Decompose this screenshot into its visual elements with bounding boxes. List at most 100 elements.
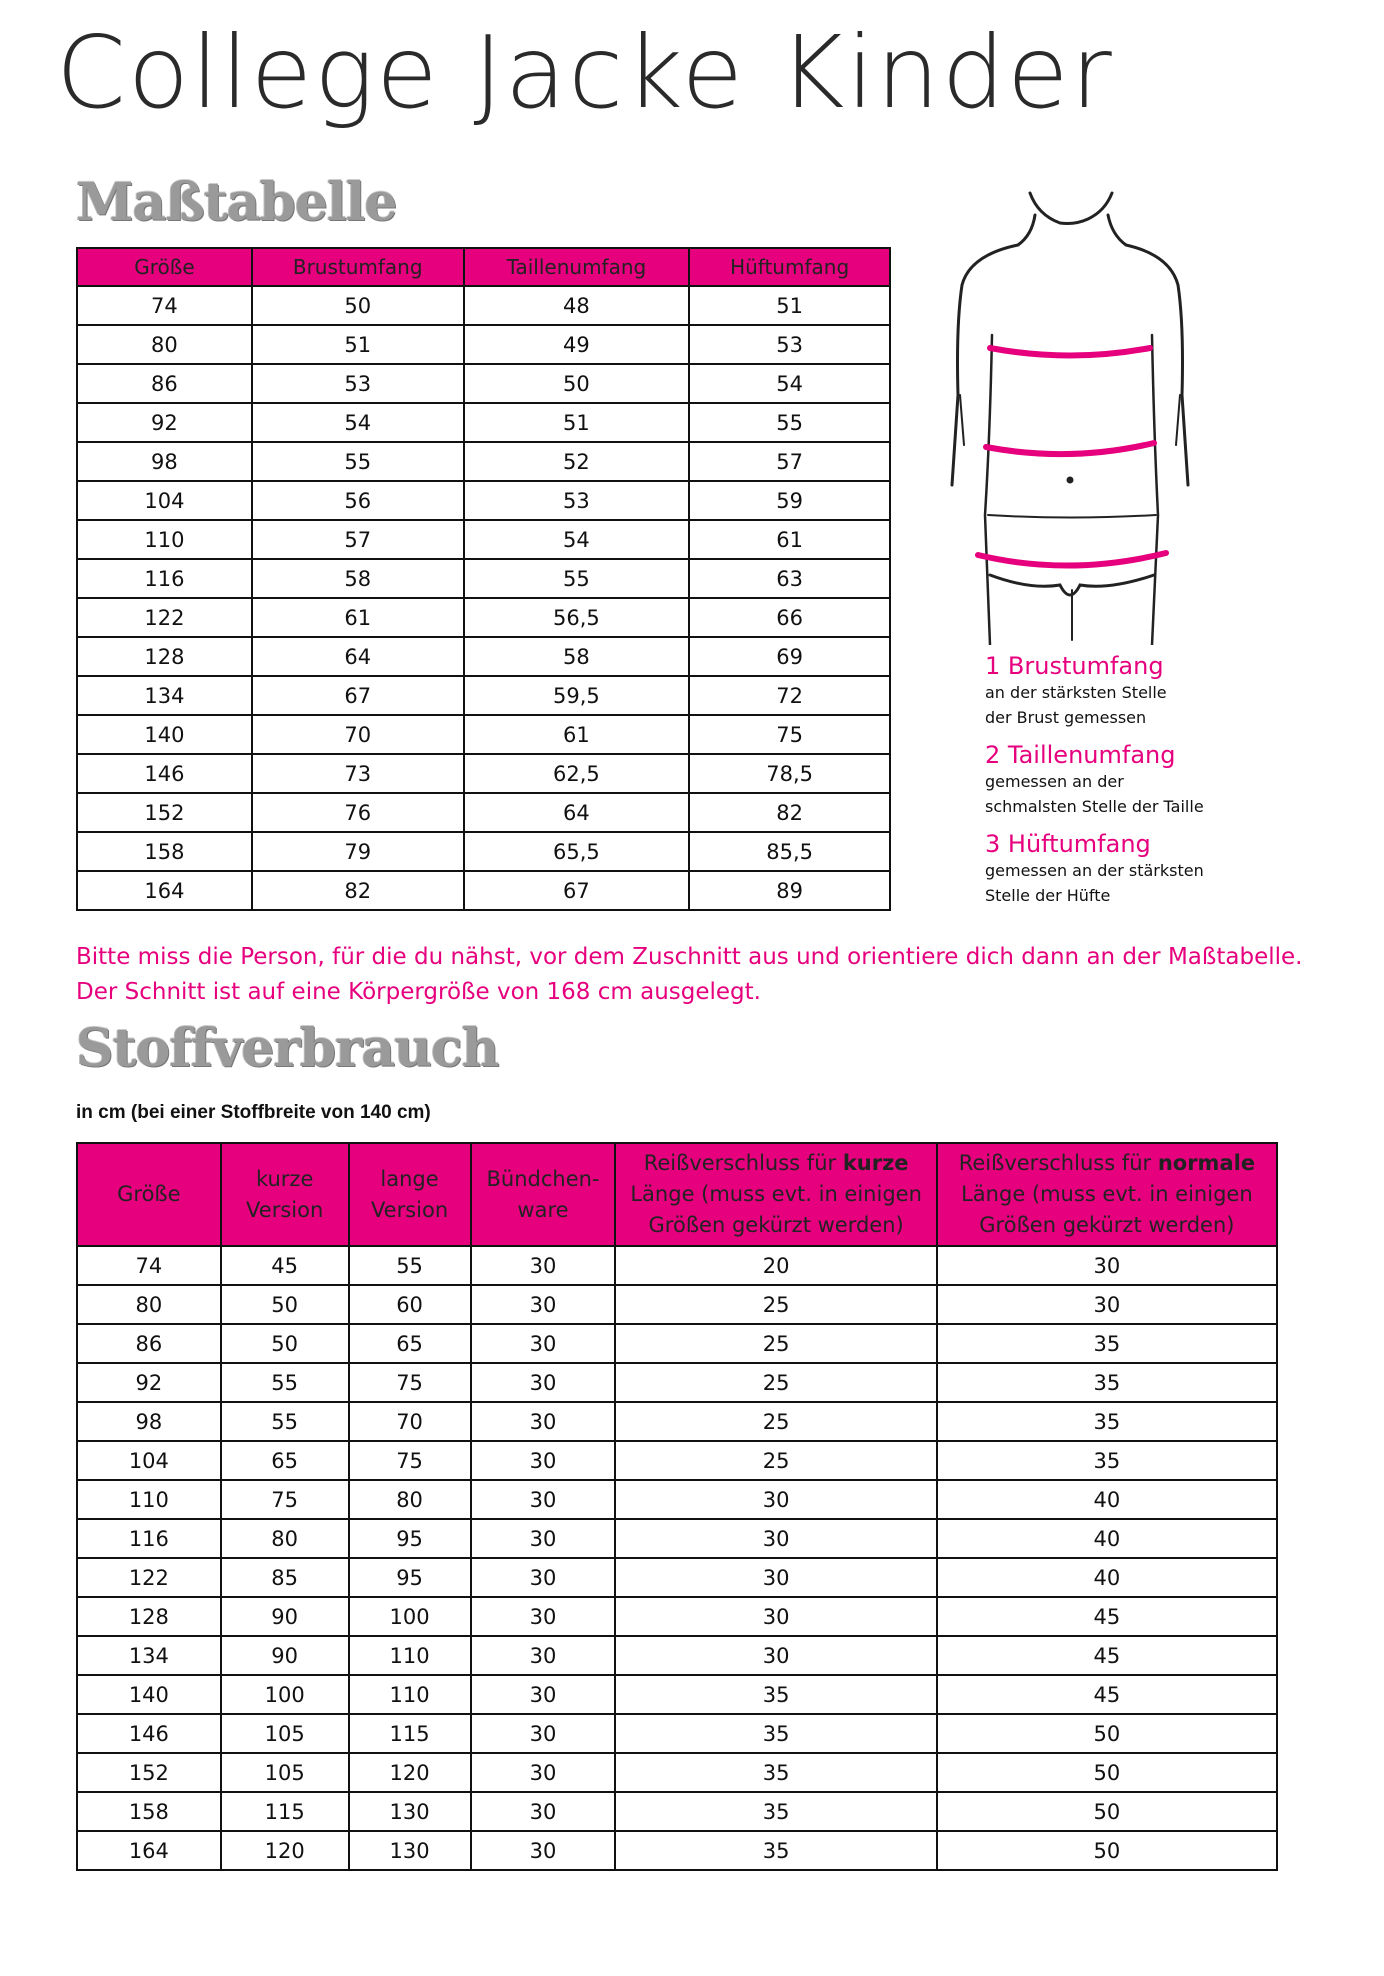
table-cell: 82 xyxy=(688,792,891,833)
table-row: 86 50 65 30 25 35 xyxy=(76,1323,1279,1364)
table-cell: 100 xyxy=(219,1674,350,1715)
table-cell: 35 xyxy=(614,1674,938,1715)
table-cell: 110 xyxy=(347,1635,472,1676)
table-cell: 61 xyxy=(688,519,891,560)
table-cell: 85 xyxy=(219,1557,350,1598)
header-text: Länge (muss evt. in einigen Größen gekür… xyxy=(630,1182,922,1237)
table-cell: 140 xyxy=(76,1674,222,1715)
table-cell: 30 xyxy=(469,1362,617,1403)
table-cell: 104 xyxy=(76,1440,222,1481)
table-cell: 122 xyxy=(76,1557,222,1598)
table-cell: 30 xyxy=(469,1245,617,1286)
table-cell: 45 xyxy=(935,1635,1279,1676)
header-text: kurze Version xyxy=(246,1166,324,1222)
table-cell: 69 xyxy=(688,636,891,677)
table-cell: 30 xyxy=(935,1245,1279,1286)
table-cell: 30 xyxy=(614,1596,938,1637)
column-header: Reißverschluss für normale Länge (muss e… xyxy=(935,1142,1279,1247)
chest-measure-line xyxy=(987,345,1153,359)
table-cell: 152 xyxy=(76,1752,222,1793)
table-cell: 72 xyxy=(688,675,891,716)
table-cell: 50 xyxy=(219,1323,350,1364)
table-cell: 115 xyxy=(347,1713,472,1754)
table-cell: 20 xyxy=(614,1245,938,1286)
table-cell: 57 xyxy=(250,519,465,560)
legend-desc: gemessen an der stärksten Stelle der Hüf… xyxy=(985,861,1204,905)
table-cell: 51 xyxy=(250,324,465,365)
table-cell: 30 xyxy=(614,1518,938,1559)
table-cell: 98 xyxy=(76,1401,222,1442)
table-cell: 59 xyxy=(688,480,891,521)
table-row: 158 79 65,5 85,5 xyxy=(76,831,891,872)
table-cell: 52 xyxy=(462,441,691,482)
table-cell: 146 xyxy=(76,1713,222,1754)
table-cell: 74 xyxy=(76,285,253,326)
table-cell: 79 xyxy=(250,831,465,872)
table-cell: 80 xyxy=(219,1518,350,1559)
table-cell: 120 xyxy=(219,1830,350,1871)
header-bold-text: normale xyxy=(1157,1151,1256,1175)
table-cell: 35 xyxy=(614,1791,938,1832)
legend-desc: gemessen an der schmalsten Stelle der Ta… xyxy=(985,772,1204,816)
legend-title: 1 Brustumfang xyxy=(985,652,1164,680)
table-row: 158 115 130 30 35 50 xyxy=(76,1791,1279,1832)
table-cell: 75 xyxy=(347,1362,472,1403)
table-cell: 128 xyxy=(76,636,253,677)
table-cell: 55 xyxy=(250,441,465,482)
note-line: Bitte miss die Person, für die du nähst,… xyxy=(76,944,1303,970)
table-row: 98 55 70 30 25 35 xyxy=(76,1401,1279,1442)
table-cell: 25 xyxy=(614,1284,938,1325)
column-header: Hüftumfang xyxy=(688,247,891,287)
table-cell: 40 xyxy=(935,1479,1279,1520)
table-cell: 130 xyxy=(347,1830,472,1871)
table-cell: 164 xyxy=(76,870,253,911)
table-cell: 120 xyxy=(347,1752,472,1793)
table-cell: 128 xyxy=(76,1596,222,1637)
table-cell: 90 xyxy=(219,1596,350,1637)
table-row: 92 55 75 30 25 35 xyxy=(76,1362,1279,1403)
table-cell: 56,5 xyxy=(462,597,691,638)
table-row: 104 65 75 30 25 35 xyxy=(76,1440,1279,1481)
table-row: 98 55 52 57 xyxy=(76,441,891,482)
table-cell: 122 xyxy=(76,597,253,638)
table-cell: 45 xyxy=(219,1245,350,1286)
table-cell: 30 xyxy=(469,1596,617,1637)
table-cell: 55 xyxy=(347,1245,472,1286)
column-header: lange Version xyxy=(347,1142,472,1247)
column-header: Größe xyxy=(76,1142,222,1247)
table-cell: 53 xyxy=(250,363,465,404)
table-cell: 67 xyxy=(250,675,465,716)
table-cell: 130 xyxy=(347,1791,472,1832)
table-cell: 164 xyxy=(76,1830,222,1871)
table-cell: 50 xyxy=(250,285,465,326)
table-row: 86 53 50 54 xyxy=(76,363,891,404)
size-chart-heading: Maßtabelle xyxy=(76,172,398,233)
fabric-usage-table: Größe kurze Version lange Version Bündchen-… xyxy=(76,1142,1279,1871)
table-cell: 92 xyxy=(76,402,253,443)
table-cell: 30 xyxy=(469,1830,617,1871)
table-row: 116 58 55 63 xyxy=(76,558,891,599)
table-row: 80 50 60 30 25 30 xyxy=(76,1284,1279,1325)
table-cell: 35 xyxy=(935,1362,1279,1403)
table-cell: 35 xyxy=(935,1440,1279,1481)
table-cell: 80 xyxy=(76,324,253,365)
table-cell: 65 xyxy=(219,1440,350,1481)
column-header: Bündchen-ware xyxy=(469,1142,617,1247)
table-row: 80 51 49 53 xyxy=(76,324,891,365)
table-cell: 61 xyxy=(462,714,691,755)
table-cell: 50 xyxy=(935,1752,1279,1793)
legend-chest: 1 Brustumfang an der stärksten Stelle de… xyxy=(985,652,1167,730)
table-cell: 30 xyxy=(469,1752,617,1793)
table-cell: 30 xyxy=(469,1323,617,1364)
table-cell: 76 xyxy=(250,792,465,833)
table-cell: 50 xyxy=(935,1791,1279,1832)
table-cell: 110 xyxy=(76,1479,222,1520)
table-cell: 152 xyxy=(76,792,253,833)
table-cell: 54 xyxy=(462,519,691,560)
table-cell: 30 xyxy=(469,1674,617,1715)
table-cell: 30 xyxy=(935,1284,1279,1325)
table-row: 92 54 51 55 xyxy=(76,402,891,443)
table-cell: 65,5 xyxy=(462,831,691,872)
table-row: 104 56 53 59 xyxy=(76,480,891,521)
table-cell: 105 xyxy=(219,1713,350,1754)
